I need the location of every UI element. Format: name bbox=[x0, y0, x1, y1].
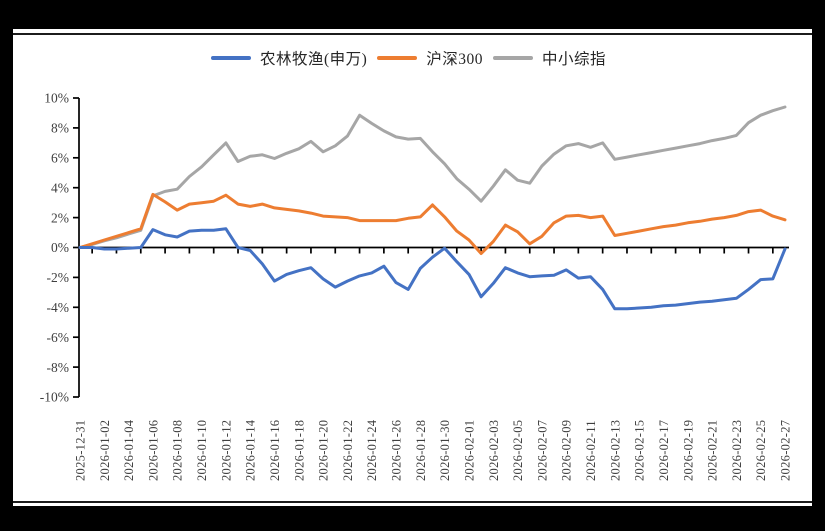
x-axis-tick-label: 2026-01-06 bbox=[146, 420, 160, 481]
legend-label: 沪深300 bbox=[426, 51, 484, 68]
x-axis-tick-label: 2026-02-13 bbox=[608, 420, 622, 481]
series-line-农林牧渔(申万) bbox=[78, 227, 787, 311]
x-axis-tick-label: 2026-01-24 bbox=[365, 419, 379, 481]
x-axis-tick-label: 2026-01-20 bbox=[317, 420, 331, 481]
x-axis-tick-label: 2026-02-25 bbox=[754, 420, 768, 481]
x-axis-tick-label: 2026-01-08 bbox=[171, 420, 185, 481]
x-axis-tick-label: 2026-01-12 bbox=[219, 420, 233, 481]
legend-item: 农林牧渔(申万) bbox=[210, 47, 375, 69]
y-axis-tick-label: -8% bbox=[47, 360, 70, 375]
legend-line-swatch bbox=[377, 56, 418, 60]
x-axis-tick-label: 2026-02-05 bbox=[511, 420, 525, 481]
x-axis-tick-label: 2026-02-27 bbox=[778, 420, 792, 481]
y-axis-tick-label: -4% bbox=[47, 300, 70, 315]
y-axis-tick-label: -6% bbox=[47, 330, 70, 345]
x-axis-tick-label: 2026-01-30 bbox=[438, 420, 452, 481]
y-axis-tick-label: 0% bbox=[51, 240, 69, 255]
x-axis-tick-label: 2026-01-18 bbox=[292, 420, 306, 481]
x-axis-tick-label: 2026-02-03 bbox=[487, 420, 501, 481]
x-axis-tick-label: 2026-02-21 bbox=[706, 420, 720, 481]
x-axis-tick-label: 2026-02-15 bbox=[633, 420, 647, 481]
legend-item: 中小综指 bbox=[493, 47, 614, 69]
series-line-中小综指 bbox=[78, 105, 787, 249]
x-axis-tick-label: 2026-02-19 bbox=[681, 420, 695, 481]
x-axis-tick-label: 2026-02-07 bbox=[535, 420, 549, 481]
chart-legend: 农林牧渔(申万) 沪深300 中小综指 bbox=[13, 47, 812, 69]
x-axis-tick-label: 2026-01-26 bbox=[390, 420, 404, 481]
page-top-rule bbox=[13, 33, 812, 35]
page-bottom-rule bbox=[13, 501, 812, 503]
x-axis-tick-label: 2026-01-14 bbox=[244, 419, 258, 481]
x-axis-tick-label: 2026-01-04 bbox=[122, 419, 136, 481]
y-axis-tick-label: 8% bbox=[51, 121, 69, 136]
x-axis-tick-label: 2026-01-16 bbox=[268, 420, 282, 481]
y-axis-tick-label: 10% bbox=[44, 91, 69, 106]
y-axis-tick-label: 2% bbox=[51, 210, 69, 225]
x-axis-tick-label: 2026-02-17 bbox=[657, 420, 671, 481]
x-axis-tick-label: 2026-02-01 bbox=[462, 420, 476, 481]
x-axis-tick-label: 2026-01-02 bbox=[98, 420, 112, 481]
x-axis-tick-label: 2025-12-31 bbox=[74, 420, 88, 481]
x-axis-tick-label: 2026-02-09 bbox=[560, 420, 574, 481]
series-line-沪深300 bbox=[78, 192, 787, 255]
legend-line-swatch bbox=[493, 56, 534, 60]
x-axis-tick-label: 2026-01-28 bbox=[414, 420, 428, 481]
x-axis-tick-label: 2026-02-11 bbox=[584, 420, 598, 481]
x-axis-tick-label: 2026-01-10 bbox=[195, 420, 209, 481]
x-axis-tick-label: 2026-02-23 bbox=[730, 420, 744, 481]
y-axis-tick-label: -10% bbox=[40, 390, 69, 405]
legend-label: 农林牧渔(申万) bbox=[259, 51, 368, 68]
y-axis-tick-label: 6% bbox=[51, 151, 69, 166]
report-page bbox=[13, 29, 812, 506]
legend-line-swatch bbox=[210, 56, 251, 60]
legend-item: 沪深300 bbox=[377, 47, 491, 69]
y-axis-tick-label: -2% bbox=[47, 270, 70, 285]
x-axis-tick-label: 2026-01-22 bbox=[341, 420, 355, 481]
legend-label: 中小综指 bbox=[542, 51, 607, 68]
y-axis-tick-label: 4% bbox=[51, 180, 69, 195]
